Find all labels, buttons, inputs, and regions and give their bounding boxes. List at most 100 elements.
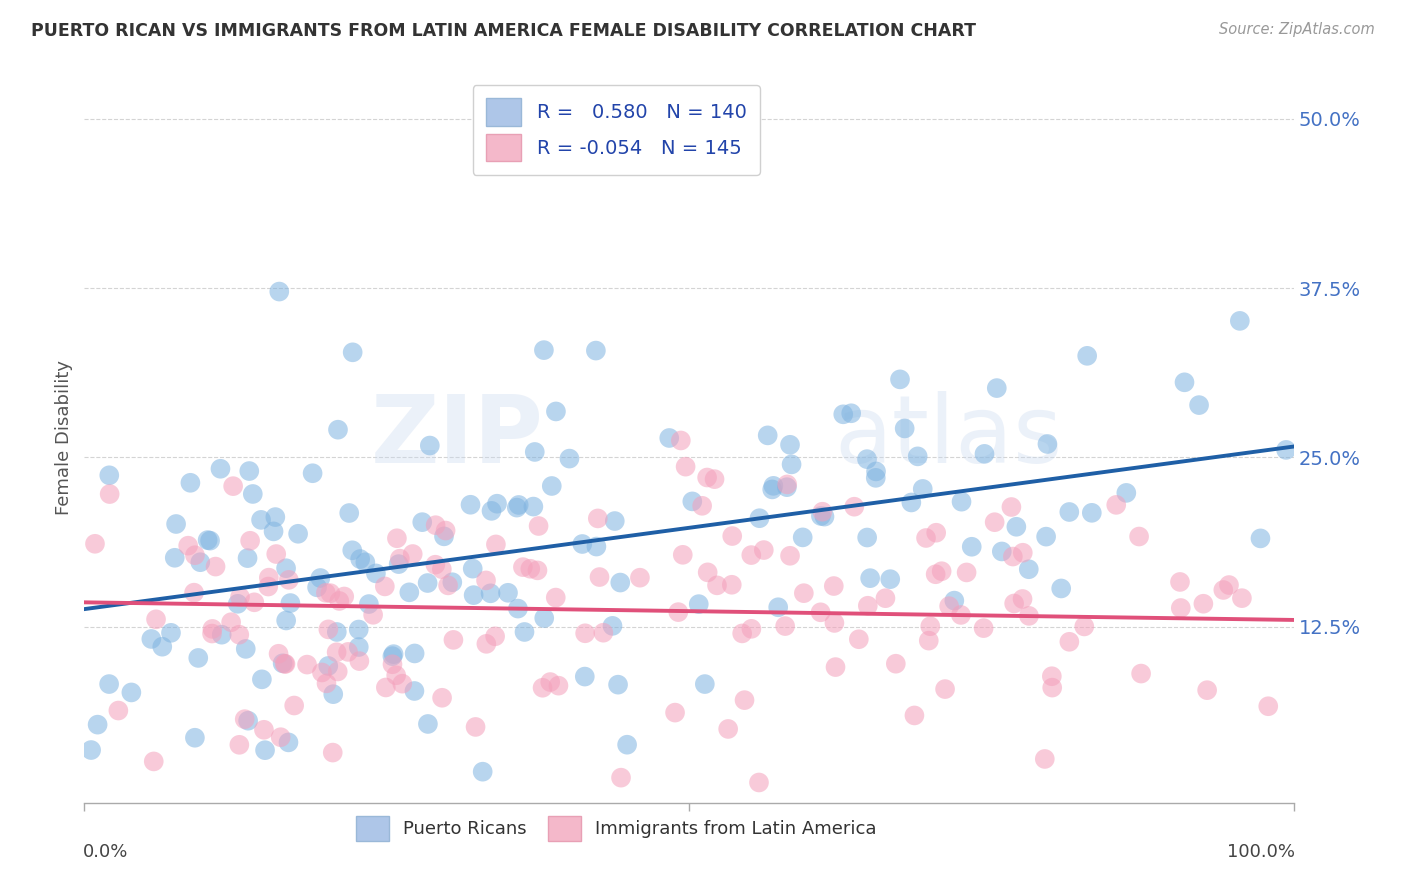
Point (681, 494, 703, 508)
Point (523, 445, 546, 459)
Point (267, 647, 290, 661)
Point (848, 632, 870, 647)
Point (433, 529, 456, 543)
Point (243, 595, 266, 609)
Point (1076, 349, 1098, 363)
Point (531, 681, 554, 695)
Point (1040, 669, 1063, 683)
Point (1059, 634, 1081, 648)
Point (311, 665, 333, 680)
Text: Source: ZipAtlas.com: Source: ZipAtlas.com (1219, 22, 1375, 37)
Point (270, 730, 292, 744)
Point (496, 586, 519, 600)
Point (460, 498, 482, 512)
Point (388, 551, 411, 566)
Point (879, 572, 901, 586)
Point (187, 651, 209, 665)
Point (585, 540, 607, 554)
Point (776, 477, 799, 491)
Point (254, 743, 277, 757)
Point (328, 594, 350, 608)
Point (1115, 486, 1137, 500)
Point (943, 593, 966, 607)
Point (239, 533, 262, 548)
Point (571, 537, 593, 551)
Point (250, 673, 273, 687)
Point (357, 597, 380, 611)
Point (721, 529, 744, 543)
Point (463, 588, 485, 602)
Point (273, 657, 295, 671)
Point (280, 596, 302, 610)
Point (779, 549, 801, 563)
Point (188, 555, 211, 569)
Point (430, 690, 453, 705)
Point (900, 495, 922, 509)
Point (264, 510, 287, 524)
Point (973, 447, 995, 461)
Text: ZIP: ZIP (371, 391, 544, 483)
Point (197, 533, 219, 547)
Point (875, 591, 897, 606)
Point (235, 641, 257, 656)
Point (779, 438, 801, 452)
Point (318, 623, 340, 637)
Point (558, 451, 581, 466)
Point (1018, 562, 1040, 576)
Point (955, 566, 977, 580)
Point (326, 423, 349, 437)
Point (322, 746, 344, 760)
Point (391, 676, 413, 690)
Text: 0.0%: 0.0% (83, 843, 128, 861)
Point (236, 551, 259, 566)
Point (349, 654, 371, 668)
Point (475, 574, 498, 588)
Point (1130, 666, 1153, 681)
Point (731, 626, 754, 640)
Point (484, 629, 506, 643)
Legend: Puerto Ricans, Immigrants from Latin America: Puerto Ricans, Immigrants from Latin Ame… (349, 809, 884, 848)
Point (810, 508, 832, 523)
Point (1212, 582, 1234, 597)
Point (1249, 532, 1271, 546)
Point (98, 468, 121, 483)
Point (610, 771, 633, 785)
Point (228, 738, 250, 752)
Point (628, 571, 651, 585)
Point (740, 622, 762, 636)
Point (479, 586, 502, 600)
Point (1050, 582, 1073, 596)
Point (163, 550, 186, 565)
Point (263, 524, 285, 539)
Y-axis label: Female Disability: Female Disability (55, 359, 73, 515)
Point (669, 434, 692, 448)
Point (84, 537, 107, 551)
Point (1275, 442, 1298, 457)
Point (1197, 683, 1219, 698)
Point (229, 590, 252, 604)
Point (441, 575, 464, 590)
Point (950, 494, 973, 508)
Point (1168, 574, 1191, 589)
Point (938, 599, 960, 614)
Point (402, 547, 425, 561)
Point (184, 731, 207, 745)
Point (839, 406, 862, 420)
Point (1230, 591, 1253, 606)
Point (374, 681, 396, 695)
Point (991, 544, 1014, 558)
Point (242, 487, 264, 501)
Point (411, 515, 433, 529)
Point (527, 519, 550, 533)
Point (717, 722, 740, 736)
Point (287, 526, 309, 541)
Point (1192, 597, 1215, 611)
Point (309, 571, 332, 585)
Text: PUERTO RICAN VS IMMIGRANTS FROM LATIN AMERICA FEMALE DISABILITY CORRELATION CHAR: PUERTO RICAN VS IMMIGRANTS FROM LATIN AM… (31, 22, 976, 40)
Point (315, 676, 337, 690)
Point (211, 628, 233, 642)
Point (672, 548, 695, 562)
Point (326, 665, 349, 679)
Point (238, 464, 260, 478)
Point (277, 735, 299, 749)
